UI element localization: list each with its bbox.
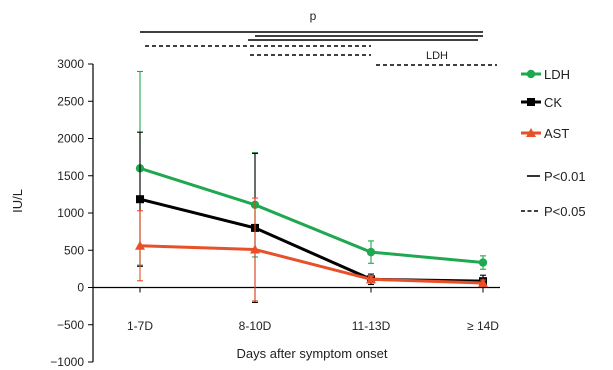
axes: −1000 −500 0 500 1000 1500 2000 2500 3000 1-7D 8-1… <box>50 57 500 369</box>
y-tick-label: 3000 <box>57 57 84 71</box>
legend-item-ck: CK <box>521 95 562 110</box>
y-tick-label: 2000 <box>57 132 84 146</box>
legend-item-p-0-05: P<0.05 <box>521 204 586 219</box>
ldh-line <box>139 166 484 265</box>
legend-marker-ldh <box>526 69 536 79</box>
significance-ldh-label: LDH <box>426 50 448 62</box>
legend-item-p-0-01: P<0.01 <box>527 169 586 184</box>
legend-label-ck: CK <box>544 95 562 110</box>
ast-point <box>250 244 260 254</box>
y-tick-label: 0 <box>77 281 84 295</box>
series <box>135 70 488 303</box>
y-axis-title: IU/L <box>10 189 25 213</box>
series-ldh <box>135 70 488 270</box>
ast-line <box>139 244 484 285</box>
legend-label-ldh: LDH <box>544 67 570 82</box>
ast-point <box>135 240 145 250</box>
ck-line <box>139 197 484 283</box>
legend: LDH CK AST P<0.01 P<0.05 <box>521 67 586 219</box>
legend-item-ast: AST <box>521 126 569 141</box>
legend-label-p-0-01: P<0.01 <box>544 169 586 184</box>
legend-label-ast: AST <box>544 126 569 141</box>
ck-point <box>136 195 144 204</box>
legend-marker-ck <box>527 98 535 106</box>
y-tick-label: −1000 <box>50 355 84 369</box>
series-ck <box>136 131 487 303</box>
y-tick-label: 2500 <box>57 94 84 108</box>
y-tick-label: 1500 <box>57 169 84 183</box>
legend-marker-ast <box>526 128 536 137</box>
ast-point <box>478 278 488 288</box>
x-tick-label: 8-10D <box>239 319 272 333</box>
ldh-point <box>478 258 488 267</box>
ast-point <box>366 274 376 284</box>
significance-bars <box>140 31 497 66</box>
legend-item-ldh: LDH <box>521 67 570 82</box>
y-tick-label: 500 <box>64 243 84 257</box>
x-tick-label: 1-7D <box>127 319 153 333</box>
legend-label-p-0-05: P<0.05 <box>544 204 586 219</box>
y-tick-label: −500 <box>57 318 84 332</box>
y-tick-label: 1000 <box>57 206 84 220</box>
ldh-point <box>366 247 376 257</box>
significance-top-label: p <box>310 9 317 23</box>
x-tick-label: ≥ 14D <box>467 319 499 333</box>
x-tick-label: 11-13D <box>352 319 391 333</box>
series-ast <box>135 197 488 302</box>
x-axis-title: Days after symptom onset <box>237 346 388 361</box>
